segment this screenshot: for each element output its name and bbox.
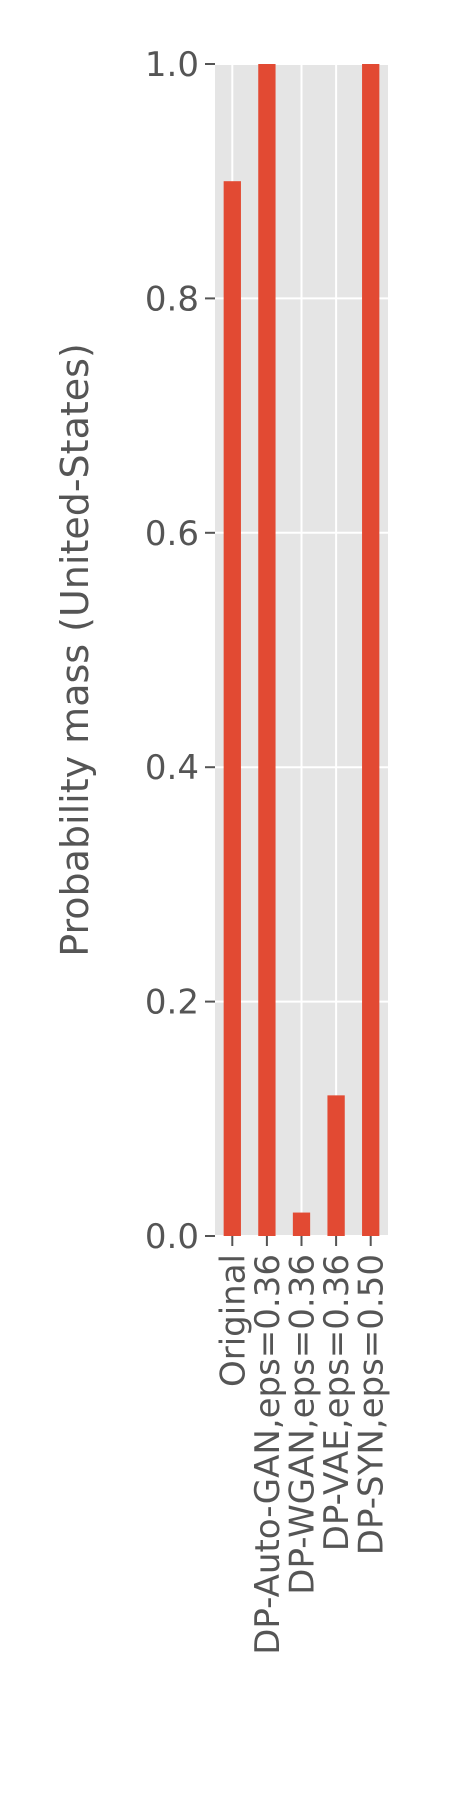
bar [258,64,276,1236]
x-axis: OriginalDP-Auto-GAN,eps=0.36DP-WGAN,eps=… [213,1236,392,1655]
x-tick-label: DP-WGAN,eps=0.36 [283,1254,323,1595]
y-tick-label: 1.0 [145,45,199,85]
y-tick-label: 0.4 [145,748,199,788]
y-tick-label: 0.8 [145,279,199,319]
y-tick-label: 0.6 [145,514,199,554]
y-tick-label: 0.0 [145,1217,199,1257]
y-tick-label: 0.2 [145,983,199,1023]
x-tick-label: Original [213,1254,253,1387]
y-axis-label: Probability mass (United-States) [53,343,97,957]
bars [223,64,380,1237]
bar [292,1212,311,1236]
x-tick-label: DP-Auto-GAN,eps=0.36 [248,1254,288,1655]
bar [362,64,380,1236]
x-tick-label: DP-SYN,eps=0.50 [352,1254,392,1555]
bar [327,1095,345,1236]
x-tick-label: DP-VAE,eps=0.36 [317,1254,357,1551]
y-axis: 0.0 0.2 0.4 0.6 0.8 1.0 [145,45,215,1257]
bar [223,181,241,1237]
